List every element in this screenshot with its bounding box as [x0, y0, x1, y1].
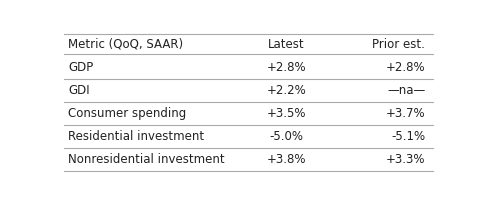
Text: -5.0%: -5.0%	[269, 130, 302, 143]
Text: Residential investment: Residential investment	[68, 130, 204, 143]
Text: +3.7%: +3.7%	[385, 106, 424, 119]
Text: +3.5%: +3.5%	[266, 106, 305, 119]
Text: GDI: GDI	[68, 84, 90, 97]
Text: +3.8%: +3.8%	[266, 152, 305, 165]
Text: Nonresidential investment: Nonresidential investment	[68, 152, 224, 165]
Text: +3.3%: +3.3%	[385, 152, 424, 165]
Text: +2.8%: +2.8%	[266, 60, 305, 74]
Text: +2.2%: +2.2%	[266, 84, 305, 97]
Text: -5.1%: -5.1%	[390, 130, 424, 143]
Text: GDP: GDP	[68, 60, 93, 74]
Text: Consumer spending: Consumer spending	[68, 106, 186, 119]
Text: +2.8%: +2.8%	[385, 60, 424, 74]
Text: Latest: Latest	[267, 38, 304, 51]
Text: —na—: —na—	[386, 84, 424, 97]
Text: Prior est.: Prior est.	[372, 38, 424, 51]
Text: Metric (QoQ, SAAR): Metric (QoQ, SAAR)	[68, 38, 183, 51]
